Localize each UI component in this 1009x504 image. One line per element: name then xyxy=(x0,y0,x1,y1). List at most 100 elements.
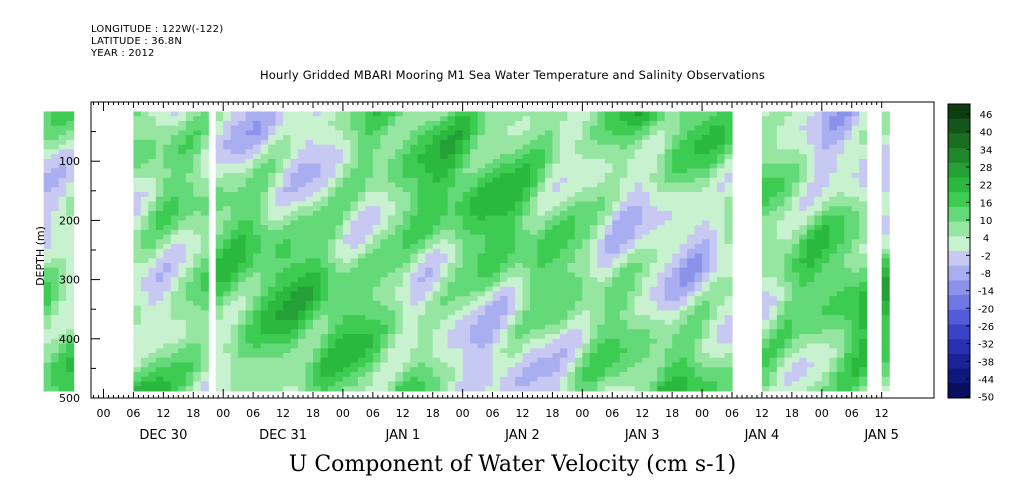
heatmap-cell xyxy=(529,139,539,146)
heatmap-cell xyxy=(163,338,172,345)
heatmap-cell xyxy=(702,215,711,221)
heatmap-cell xyxy=(559,149,568,155)
heatmap-cell xyxy=(350,210,359,217)
heatmap-cell xyxy=(559,206,568,212)
heatmap-cell xyxy=(612,353,621,359)
heatmap-cell xyxy=(507,334,516,340)
heatmap-cell xyxy=(417,357,426,364)
heatmap-cell xyxy=(515,277,524,283)
heatmap-cell xyxy=(342,168,352,174)
heatmap-cell xyxy=(627,272,636,278)
heatmap-cell xyxy=(185,300,194,307)
heatmap-cell xyxy=(275,371,284,378)
heatmap-cell xyxy=(395,300,404,307)
heatmap-cell xyxy=(657,239,666,245)
heatmap-cell xyxy=(619,215,628,221)
heatmap-cell xyxy=(694,139,703,146)
heatmap-cell xyxy=(709,258,718,264)
heatmap-cell xyxy=(357,139,366,146)
heatmap-cell xyxy=(649,286,658,293)
heatmap-cell xyxy=(567,139,576,146)
heatmap-cell xyxy=(395,281,404,288)
heatmap-cell xyxy=(155,173,164,179)
heatmap-cell xyxy=(200,300,209,307)
heatmap-cell xyxy=(43,305,52,311)
heatmap-cell xyxy=(567,371,576,378)
heatmap-cell xyxy=(664,130,673,136)
heatmap-cell xyxy=(500,357,509,364)
heatmap-cell xyxy=(672,158,681,165)
heatmap-cell xyxy=(357,258,366,264)
heatmap-cell xyxy=(724,253,733,259)
heatmap-cell xyxy=(223,210,232,217)
heatmap-cell xyxy=(178,225,187,231)
heatmap-cell xyxy=(694,286,703,293)
heatmap-cell xyxy=(492,163,501,169)
heatmap-cell xyxy=(455,324,464,330)
heatmap-cell xyxy=(170,296,179,302)
heatmap-cell xyxy=(552,135,561,141)
heatmap-cell xyxy=(133,239,142,245)
heatmap-cell xyxy=(178,338,187,345)
heatmap-cell xyxy=(485,225,494,231)
heatmap-cell xyxy=(253,272,262,278)
heatmap-cell xyxy=(552,187,561,193)
heatmap-cell xyxy=(515,281,524,288)
heatmap-cell xyxy=(402,130,411,136)
heatmap-cell xyxy=(380,267,389,274)
heatmap-cell xyxy=(574,206,583,212)
heatmap-cell xyxy=(313,315,322,321)
heatmap-cell xyxy=(245,125,254,132)
heatmap-cell xyxy=(417,163,426,169)
heatmap-cell xyxy=(634,357,643,364)
heatmap-cell xyxy=(597,324,606,330)
heatmap-cell xyxy=(66,343,75,349)
heatmap-cell xyxy=(529,196,539,203)
heatmap-cell xyxy=(702,376,711,383)
heatmap-cell xyxy=(574,144,583,150)
heatmap-cell xyxy=(425,120,434,127)
heatmap-cell xyxy=(342,253,352,259)
heatmap-cell xyxy=(66,177,75,184)
heatmap-cell xyxy=(148,191,157,198)
heatmap-cell xyxy=(170,338,179,345)
heatmap-cell xyxy=(140,139,149,146)
heatmap-cell xyxy=(230,182,239,188)
heatmap-cell xyxy=(402,386,411,392)
heatmap-cell xyxy=(357,173,366,179)
heatmap-cell xyxy=(619,291,628,297)
heatmap-cell xyxy=(642,381,651,387)
heatmap-cell xyxy=(365,348,374,354)
heatmap-cell xyxy=(155,168,164,174)
heatmap-cell xyxy=(178,168,187,174)
heatmap-cell xyxy=(223,310,232,316)
heatmap-cell xyxy=(245,201,254,207)
heatmap-cell xyxy=(642,263,651,269)
heatmap-cell xyxy=(687,324,696,330)
heatmap-cell xyxy=(574,291,583,297)
heatmap-cell xyxy=(185,244,194,250)
heatmap-cell xyxy=(320,120,329,127)
heatmap-cell xyxy=(357,371,366,378)
heatmap-cell xyxy=(245,263,254,269)
heatmap-cell xyxy=(507,324,516,330)
heatmap-cell xyxy=(357,177,366,184)
heatmap-cell xyxy=(275,286,284,293)
heatmap-cell xyxy=(245,206,254,212)
heatmap-cell xyxy=(380,191,389,198)
heatmap-cell xyxy=(604,225,613,231)
heatmap-cell xyxy=(687,111,696,117)
heatmap-cell xyxy=(200,182,209,188)
heatmap-cell xyxy=(223,367,232,373)
heatmap-cell xyxy=(215,315,224,321)
heatmap-cell xyxy=(342,277,352,283)
heatmap-cell xyxy=(529,386,539,392)
heatmap-cell xyxy=(66,154,75,160)
heatmap-cell xyxy=(500,187,509,193)
heatmap-cell xyxy=(200,334,209,340)
heatmap-cell xyxy=(260,215,269,221)
heatmap-cell xyxy=(230,210,239,217)
heatmap-cell xyxy=(193,362,202,368)
heatmap-cell xyxy=(350,386,359,392)
heatmap-cell xyxy=(140,158,149,165)
